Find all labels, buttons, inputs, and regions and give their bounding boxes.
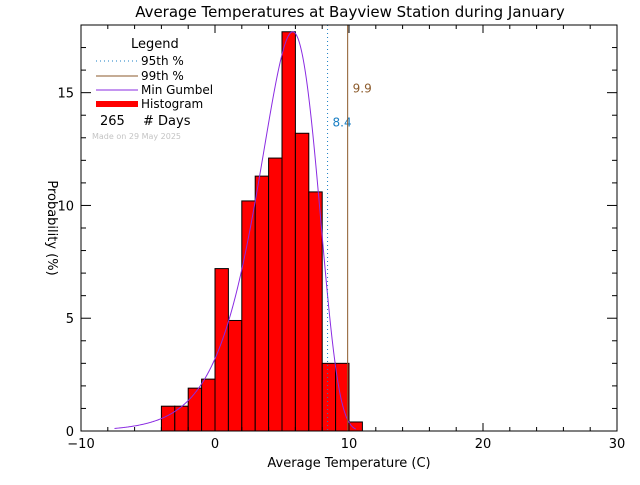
x-tick-label: 20 bbox=[475, 437, 492, 452]
histogram-bar bbox=[187, 387, 203, 432]
histogram-bars bbox=[160, 31, 363, 432]
y-tick-label: 5 bbox=[66, 312, 74, 327]
legend-days-label: # Days bbox=[143, 114, 191, 129]
y-tick-label: 10 bbox=[57, 199, 74, 214]
histogram-bar bbox=[268, 157, 283, 432]
x-axis-label: Average Temperature (C) bbox=[267, 456, 430, 471]
legend-title: Legend bbox=[131, 37, 179, 52]
gumbel-curve-layer bbox=[114, 31, 356, 430]
legend-label: Min Gumbel bbox=[141, 83, 213, 97]
x-tick-label: 30 bbox=[609, 437, 626, 452]
histogram-bar bbox=[294, 132, 310, 432]
legend-label: 95th % bbox=[141, 54, 184, 68]
y-tick-label: 15 bbox=[57, 87, 74, 102]
histogram-bar bbox=[201, 378, 216, 432]
legend-days-count: 265 bbox=[100, 114, 125, 129]
percentile-label-95th: 8.4 bbox=[333, 116, 352, 130]
gumbel-curve bbox=[114, 31, 356, 430]
histogram-bar bbox=[160, 405, 176, 432]
percentile-lines: 8.4 9.9 bbox=[327, 25, 372, 431]
y-axis-label: Probability (%) bbox=[44, 180, 59, 275]
histogram-bar bbox=[335, 362, 350, 432]
histogram-bar bbox=[281, 31, 296, 432]
histogram-bar bbox=[308, 191, 323, 432]
percentile-label-99th: 9.9 bbox=[353, 82, 372, 96]
legend-label: Histogram bbox=[141, 97, 203, 111]
histogram-bar bbox=[321, 362, 337, 432]
x-tick-label: −10 bbox=[67, 437, 94, 452]
x-tick-label: 10 bbox=[341, 437, 358, 452]
histogram-bar bbox=[348, 421, 363, 432]
made-on-note: Made on 29 May 2025 bbox=[92, 132, 181, 141]
histogram-bar bbox=[227, 319, 243, 432]
y-tick-label: 0 bbox=[66, 425, 74, 440]
legend-label: 99th % bbox=[141, 69, 184, 83]
x-tick-label: 0 bbox=[211, 437, 219, 452]
histogram-bar bbox=[214, 268, 229, 432]
histogram-bar bbox=[254, 175, 270, 432]
chart-title: Average Temperatures at Bayview Station … bbox=[135, 3, 565, 21]
